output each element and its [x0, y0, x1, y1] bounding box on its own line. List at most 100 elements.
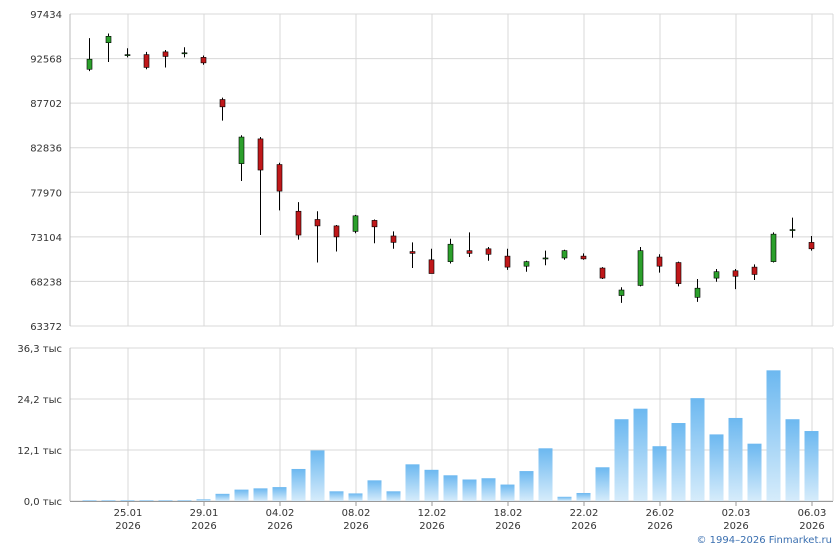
candle [219, 97, 226, 121]
candle-body [86, 58, 93, 70]
volume-bar [405, 464, 420, 501]
price-tick-label: 82836 [30, 144, 62, 155]
x-tick-day-label: 12.02 [418, 508, 447, 519]
candle-body [447, 243, 454, 262]
volume-bar [82, 500, 97, 501]
copyright-text: © 1994–2026 Finmarket.ru [696, 535, 832, 546]
x-tick-year-label: 2026 [647, 521, 672, 532]
candle-body [675, 262, 682, 284]
volume-bar [253, 488, 268, 501]
candle [770, 232, 777, 263]
volume-bar [652, 446, 667, 501]
volume-bar [747, 443, 762, 501]
candle [276, 162, 283, 211]
price-tick-label: 68238 [30, 277, 62, 288]
x-tick-day-label: 08.02 [342, 508, 371, 519]
candle [542, 250, 549, 266]
candle [105, 33, 112, 62]
volume-bar [177, 500, 192, 501]
candle [580, 253, 587, 260]
candle-body [181, 52, 188, 55]
candle [352, 214, 359, 234]
candle-body [618, 289, 625, 296]
candle [314, 211, 321, 263]
candle-body [713, 271, 720, 279]
x-tick-day-label: 06.03 [798, 508, 827, 519]
candle [808, 235, 815, 251]
volume-bar [785, 419, 800, 501]
volume-bar [804, 431, 819, 501]
candle [181, 47, 188, 58]
candle-body [732, 270, 739, 277]
x-tick-year-label: 2026 [115, 521, 140, 532]
candle-body [257, 138, 264, 171]
price-tick-label: 77970 [30, 188, 62, 199]
candle-body [466, 250, 473, 254]
candle-body [200, 57, 207, 64]
x-tick-year-label: 2026 [799, 521, 824, 532]
candle-body [219, 99, 226, 108]
price-panel: 97434 92568 87702 82836 77970 73104 68238 63372 [30, 10, 834, 333]
volume-bar [291, 468, 306, 501]
candle-body [694, 287, 701, 298]
volume-tick-label: 36,3 тыс [17, 344, 62, 355]
candle [409, 242, 416, 269]
candle [599, 267, 606, 280]
candle [447, 238, 454, 264]
candle [675, 261, 682, 287]
candle-body [637, 250, 644, 286]
candle-body [143, 54, 150, 68]
candle-body [314, 219, 321, 227]
candle-body [295, 210, 302, 236]
volume-panel: 36,3 тыс 24,2 тыс 12,1 тыс 0,0 тыс [17, 344, 834, 508]
x-tick-year-label: 2026 [723, 521, 748, 532]
candle [162, 50, 169, 68]
candle [257, 137, 264, 236]
candle-body [352, 215, 359, 232]
candle [295, 202, 302, 240]
candle [200, 55, 207, 65]
candle-body [751, 266, 758, 275]
volume-bar [443, 475, 458, 501]
volume-bar [595, 467, 610, 501]
price-tick-label: 87702 [30, 99, 62, 110]
volume-tick-label: 24,2 тыс [17, 395, 62, 406]
candle [523, 260, 530, 272]
price-tick-label: 63372 [30, 322, 62, 333]
volume-bar [348, 493, 363, 501]
volume-bar [633, 408, 648, 501]
x-tick-day-label: 18.02 [494, 508, 523, 519]
volume-bar [329, 491, 344, 501]
candle [789, 217, 796, 238]
volume-bar [215, 493, 230, 501]
candle [390, 231, 397, 249]
volume-bar [234, 489, 249, 501]
volume-bar [386, 491, 401, 501]
x-tick-day-label: 02.03 [722, 508, 751, 519]
candle-body [333, 225, 340, 238]
candle-body [808, 242, 815, 250]
volume-bar [139, 500, 154, 501]
x-tick-day-label: 22.02 [570, 508, 599, 519]
x-axis: 25.01 2026 29.01 2026 04.02 2026 08.02 2026 12.0… [70, 501, 833, 532]
candle [124, 48, 131, 58]
volume-bar [272, 487, 287, 501]
volume-bar [310, 450, 325, 501]
candle-body [542, 257, 549, 260]
candle [637, 246, 644, 287]
x-tick-day-label: 29.01 [190, 508, 219, 519]
candle-body [428, 259, 435, 274]
candle [504, 248, 511, 270]
candle [618, 287, 625, 303]
candle [561, 249, 568, 260]
volume-tick-label: 12,1 тыс [17, 446, 62, 457]
volume-bar [709, 434, 724, 501]
candle-body [371, 220, 378, 228]
candle [732, 268, 739, 290]
candle-body [580, 255, 587, 260]
volume-bar [196, 499, 211, 501]
candle [428, 248, 435, 274]
x-tick-year-label: 2026 [571, 521, 596, 532]
x-tick-day-label: 26.02 [646, 508, 675, 519]
